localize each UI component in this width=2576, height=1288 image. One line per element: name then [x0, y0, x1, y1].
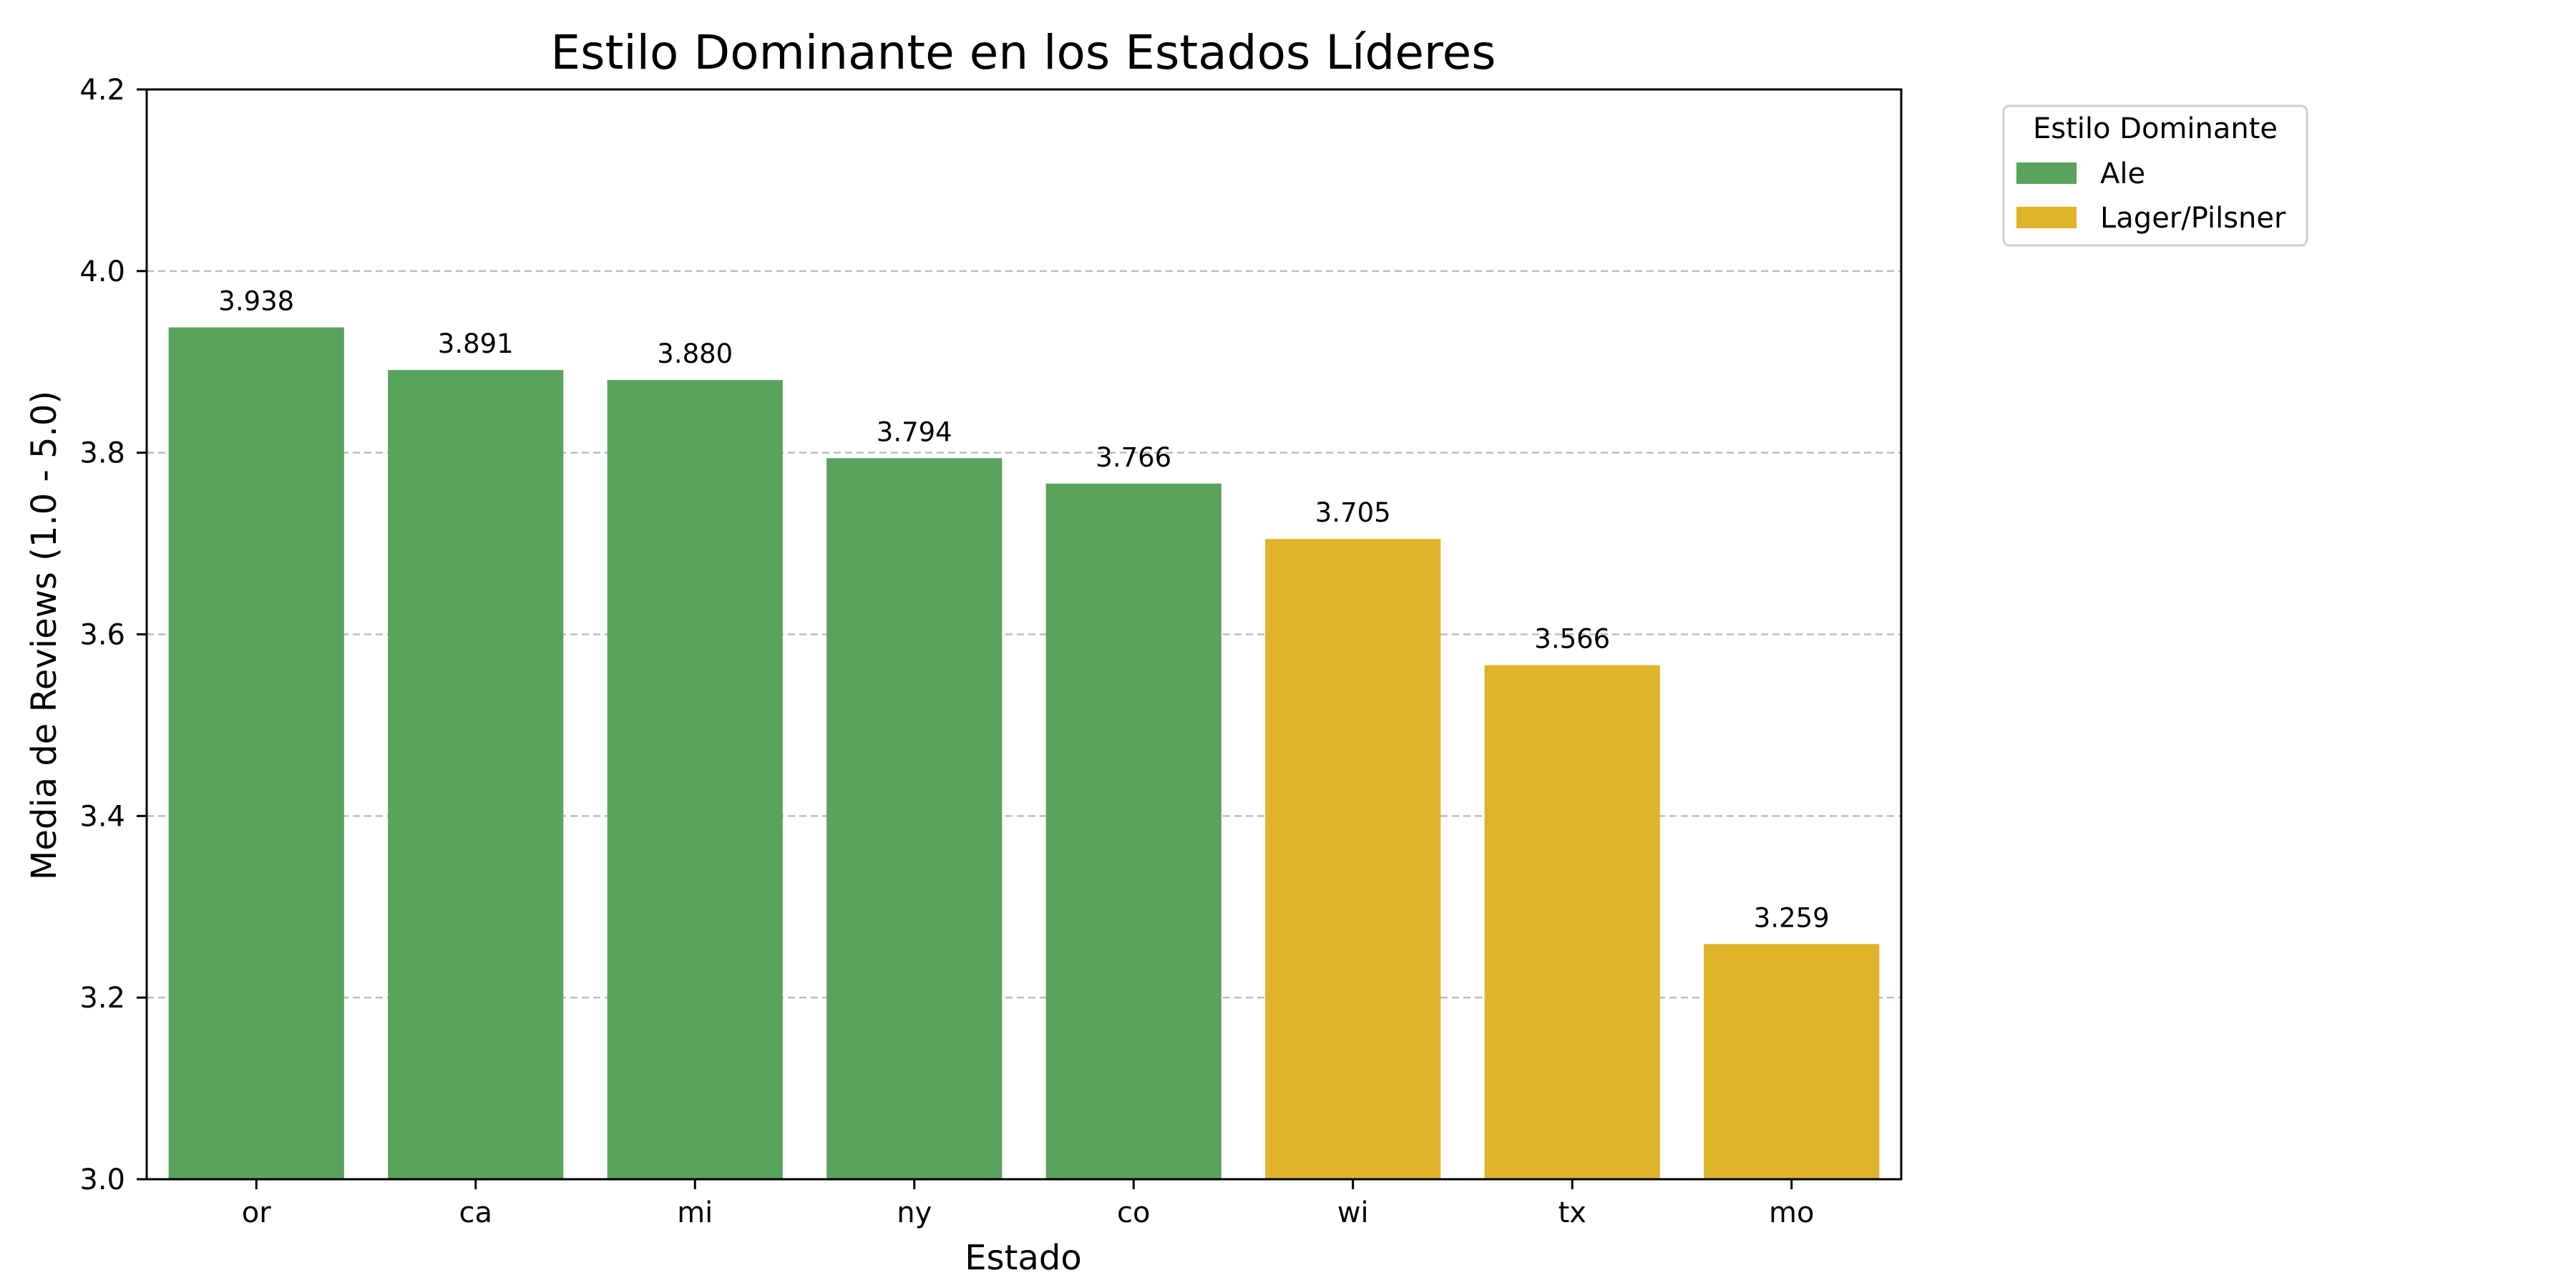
legend: Estilo Dominante Ale Lager/Pilsner	[2002, 104, 2308, 247]
x-tick-label-wi: wi	[1337, 1196, 1369, 1229]
chart-title: Estilo Dominante en los Estados Líderes	[550, 25, 1496, 80]
x-axis-ticks: or ca mi ny co wi tx mo	[242, 1179, 1814, 1229]
x-tick-label-ca: ca	[459, 1196, 492, 1229]
bar-value-label-mi: 3.880	[657, 338, 733, 369]
x-tick-label-mi: mi	[677, 1196, 713, 1229]
y-tick-label: 4.2	[79, 74, 125, 107]
bar-value-label-co: 3.766	[1096, 442, 1171, 473]
x-axis-label: Estado	[965, 1238, 1081, 1278]
bar-value-label-tx: 3.566	[1534, 624, 1610, 655]
bar-value-label-ca: 3.891	[438, 328, 514, 359]
x-tick-label-co: co	[1117, 1196, 1150, 1229]
bar-tx	[1484, 665, 1660, 1179]
legend-swatch-ale	[2016, 162, 2077, 184]
bar-value-labels: 3.938 3.891 3.880 3.794 3.766 3.705 3.566 3.259	[218, 286, 1829, 934]
bars	[168, 327, 1880, 1180]
y-tick-label: 3.8	[79, 437, 125, 470]
bar-ny	[826, 458, 1002, 1179]
bar-mo	[1704, 944, 1880, 1179]
bar-value-label-mo: 3.259	[1754, 902, 1830, 933]
y-tick-label: 3.2	[79, 982, 125, 1015]
bar-or	[168, 327, 344, 1179]
x-tick-label-tx: tx	[1558, 1196, 1586, 1229]
x-tick-label-ny: ny	[897, 1196, 932, 1229]
bar-co	[1045, 483, 1221, 1179]
y-axis-ticks: 3.0 3.2 3.4 3.6 3.8 4.0 4.2	[79, 74, 147, 1196]
y-axis-label: Media de Reviews (1.0 - 5.0)	[24, 391, 64, 880]
legend-swatch-lager-pilsner	[2016, 207, 2077, 228]
y-tick-label: 3.4	[79, 800, 125, 833]
legend-label-ale: Ale	[2100, 157, 2145, 190]
bar-value-label-or: 3.938	[218, 286, 294, 317]
bar-wi	[1265, 539, 1441, 1179]
bar-mi	[607, 380, 783, 1180]
x-tick-label-or: or	[242, 1196, 271, 1229]
bar-ca	[388, 370, 564, 1179]
y-tick-label: 4.0	[79, 255, 125, 288]
y-tick-label: 3.6	[79, 619, 125, 652]
bar-value-label-ny: 3.794	[877, 416, 952, 447]
legend-title: Estilo Dominante	[2033, 112, 2278, 145]
bar-value-label-wi: 3.705	[1315, 497, 1391, 528]
y-tick-label: 3.0	[79, 1163, 125, 1196]
legend-frame	[2002, 104, 2308, 247]
legend-label-lager-pilsner: Lager/Pilsner	[2100, 202, 2286, 235]
x-tick-label-mo: mo	[1769, 1196, 1814, 1229]
